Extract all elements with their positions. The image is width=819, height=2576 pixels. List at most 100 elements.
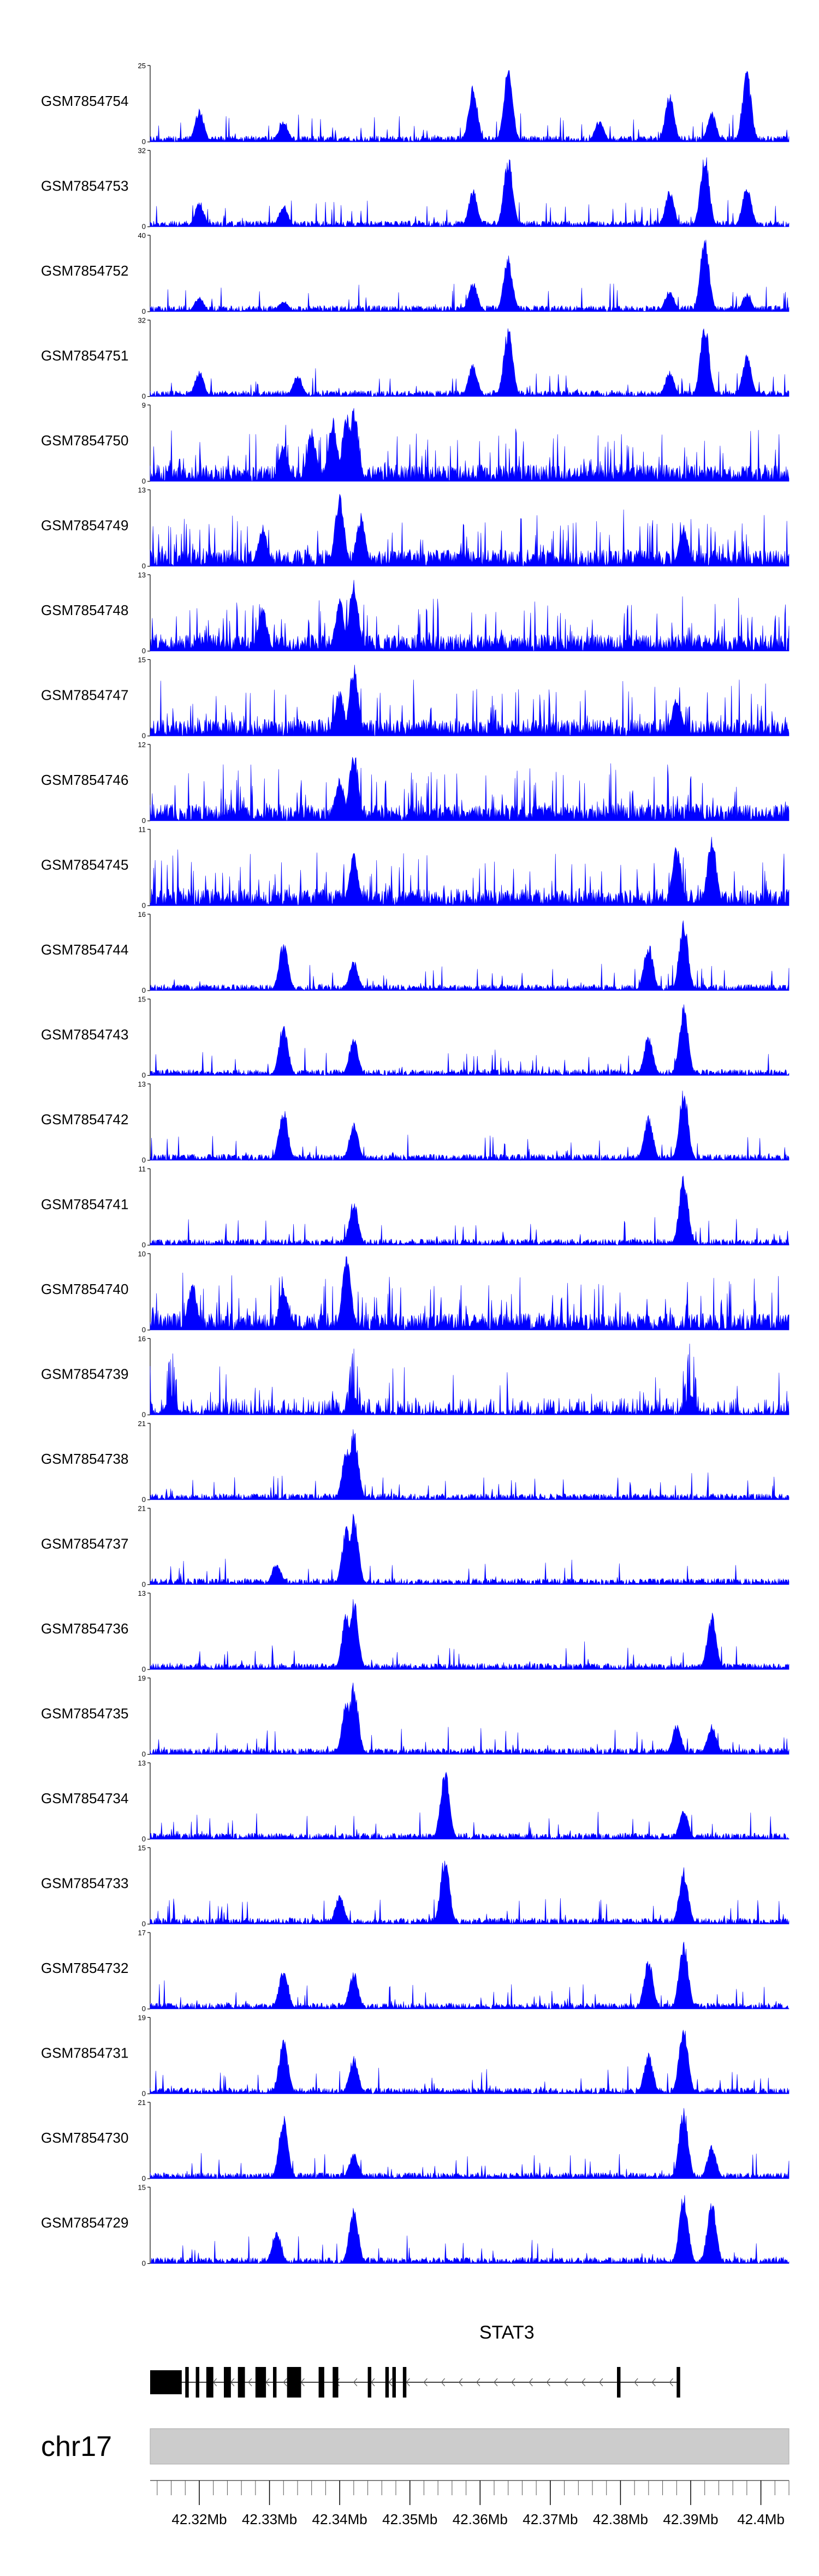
y-max-label: 25 [138,62,146,70]
y-min-label: 0 [142,2005,146,2013]
strand-chevron [283,2378,287,2387]
track-label: GSM7854748 [41,602,128,618]
axis-tick-label: 42.33Mb [242,2511,297,2527]
signal-area [150,2030,790,2095]
track-GSM7854747: GSM7854747 15 0 [41,656,790,740]
track-label: GSM7854754 [41,93,128,109]
gene-exon [195,2367,199,2398]
y-min-label: 0 [142,477,146,485]
gene-exon [402,2367,407,2398]
track-label: GSM7854733 [41,1875,128,1892]
strand-chevron [546,2378,550,2387]
signal-area [150,240,790,313]
y-max-label: 19 [138,2014,146,2022]
gene-exon [185,2367,189,2398]
y-max-label: 13 [138,486,146,494]
strand-chevron [353,2378,358,2387]
track-GSM7854742: GSM7854742 13 0 [41,1080,790,1164]
strand-chevron [511,2378,515,2387]
y-min-label: 0 [142,1156,146,1164]
signal-area [150,580,790,652]
track-GSM7854736: GSM7854736 13 0 [41,1589,790,1673]
track-GSM7854746: GSM7854746 12 0 [41,741,790,825]
track-label: GSM7854730 [41,2130,128,2146]
track-GSM7854737: GSM7854737 21 0 [41,1505,790,1589]
y-max-label: 40 [138,231,146,240]
track-label: GSM7854738 [41,1451,128,1467]
strand-chevron [581,2378,586,2387]
y-min-label: 0 [142,562,146,570]
signal-area [150,1429,790,1500]
gene-exon [617,2367,621,2398]
track-GSM7854750: GSM7854750 9 0 [41,401,790,485]
gene-exon [150,2370,182,2394]
strand-chevron [441,2378,446,2387]
signal-area [150,408,790,482]
y-max-label: 21 [138,2098,146,2107]
signal-area [150,2195,790,2264]
y-max-label: 12 [138,741,146,749]
signal-area [150,665,790,737]
track-GSM7854740: GSM7854740 10 0 [41,1250,790,1334]
y-max-label: 15 [138,995,146,1004]
track-GSM7854745: GSM7854745 11 0 [41,826,790,910]
y-max-label: 32 [138,317,146,325]
signal-area [150,837,790,907]
strand-chevron [406,2378,410,2387]
axis-tick-label: 42.34Mb [312,2511,367,2527]
track-label: GSM7854739 [41,1366,128,1382]
y-max-label: 13 [138,1080,146,1088]
y-max-label: 9 [142,401,146,409]
strand-chevron [300,2378,305,2387]
track-label: GSM7854741 [41,1196,128,1213]
track-label: GSM7854734 [41,1790,128,1806]
track-GSM7854741: GSM7854741 11 0 [41,1165,790,1249]
gene-exon [238,2367,245,2398]
track-label: GSM7854729 [41,2215,128,2231]
genomic-axis: 42.32Mb 42.33Mb 42.34Mb 42.35Mb 42.36Mb 42.37… [150,2480,790,2527]
y-min-label: 0 [142,1071,146,1080]
y-min-label: 0 [142,1581,146,1589]
track-label: GSM7854752 [41,263,128,279]
track-GSM7854753: GSM7854753 32 0 [41,147,790,231]
track-label: GSM7854744 [41,941,128,958]
track-label: GSM7854751 [41,348,128,364]
y-max-label: 15 [138,2184,146,2192]
signal-area [150,493,790,567]
axis-tick-label: 42.32Mb [171,2511,227,2527]
strand-chevron [651,2378,656,2387]
track-GSM7854731: GSM7854731 19 0 [41,2014,790,2098]
signal-area [150,1599,790,1670]
signal-area [150,1256,790,1331]
strand-chevron [494,2378,498,2387]
y-max-label: 11 [139,1165,146,1173]
gene-exon [333,2367,339,2398]
track-GSM7854730: GSM7854730 21 0 [41,2098,790,2183]
axis-tick-label: 42.37Mb [523,2511,578,2527]
track-GSM7854749: GSM7854749 13 0 [41,486,790,570]
track-label: GSM7854753 [41,178,128,194]
track-label: GSM7854736 [41,1620,128,1637]
signal-area [150,1861,790,1925]
track-GSM7854748: GSM7854748 13 0 [41,571,790,655]
gene-exon [676,2367,680,2398]
track-GSM7854754: GSM7854754 25 0 [41,62,790,146]
y-max-label: 21 [138,1505,146,1513]
y-min-label: 0 [142,1665,146,1673]
y-min-label: 0 [142,1750,146,1758]
axis-tick-label: 42.35Mb [382,2511,437,2527]
strand-chevron [563,2378,568,2387]
y-max-label: 19 [138,1674,146,1683]
track-GSM7854729: GSM7854729 15 0 [41,2184,790,2268]
y-min-label: 0 [142,2259,146,2268]
track-label: GSM7854745 [41,857,128,873]
gene-exon [287,2367,301,2398]
gene-exon [318,2367,324,2398]
signal-area [150,1175,790,1246]
strand-chevron [669,2378,673,2387]
track-label: GSM7854749 [41,517,128,534]
y-min-label: 0 [142,2090,146,2098]
track-label: GSM7854747 [41,687,128,703]
signal-area [150,70,790,142]
y-max-label: 13 [138,1589,146,1597]
